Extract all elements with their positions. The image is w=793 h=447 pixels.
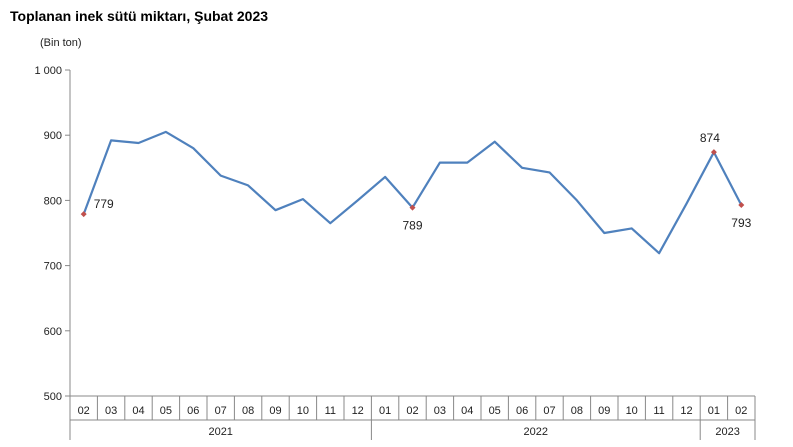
series-line (82, 130, 743, 255)
y-tick-label: 1 000 (34, 65, 62, 77)
highlight-marker (80, 211, 87, 218)
chart-data-labels: 779 789 874 793 (94, 131, 752, 232)
x-tick-label: 04 (132, 405, 144, 417)
y-tick-label: 800 (44, 195, 62, 207)
x-tick-label: 05 (160, 405, 172, 417)
x-tick-label: 11 (325, 405, 336, 417)
y-tick-label: 700 (44, 261, 62, 273)
x-tick-label: 01 (379, 405, 391, 417)
highlight-marker (409, 204, 416, 211)
y-tick-label: 600 (44, 326, 62, 338)
x-tick-label: 09 (269, 405, 281, 417)
data-label: 793 (731, 216, 751, 230)
chart-axes: 500 600 700 800 900 1 000 02 03 04 05 06 07 08 09 10 11… (34, 65, 756, 440)
chart-series (80, 130, 745, 255)
y-tick-label: 900 (44, 130, 62, 142)
x-tick-label: 03 (105, 405, 117, 417)
x-tick-label: 08 (242, 405, 254, 417)
x-tick-label: 06 (187, 405, 199, 417)
year-label: 2021 (208, 426, 232, 438)
chart-title: Toplanan inek sütü miktarı, Şubat 2023 (10, 8, 269, 24)
x-tick-label: 12 (680, 405, 692, 417)
data-label: 874 (700, 131, 720, 145)
year-label: 2023 (715, 426, 739, 438)
x-tick-label: 07 (215, 405, 227, 417)
y-tick-label: 500 (44, 391, 62, 403)
x-tick-label: 02 (406, 405, 418, 417)
x-tick-label: 01 (708, 405, 720, 417)
x-tick-label: 06 (516, 405, 528, 417)
highlight-marker (710, 149, 717, 156)
x-tick-label: 09 (598, 405, 610, 417)
x-tick-label: 02 (735, 405, 747, 417)
year-label: 2022 (524, 426, 548, 438)
x-tick-label: 10 (297, 405, 309, 417)
y-axis-unit-label: (Bin ton) (40, 37, 82, 49)
x-tick-label: 10 (626, 405, 638, 417)
x-tick-label: 05 (489, 405, 501, 417)
highlight-marker (738, 201, 745, 208)
x-tick-label: 11 (653, 405, 664, 417)
data-label: 789 (402, 219, 422, 233)
x-tick-label: 02 (78, 405, 90, 417)
x-tick-label: 12 (352, 405, 364, 417)
x-tick-label: 08 (571, 405, 583, 417)
x-tick-label: 03 (434, 405, 446, 417)
x-tick-label: 04 (461, 405, 473, 417)
data-label: 779 (94, 197, 114, 211)
x-tick-label: 07 (543, 405, 555, 417)
